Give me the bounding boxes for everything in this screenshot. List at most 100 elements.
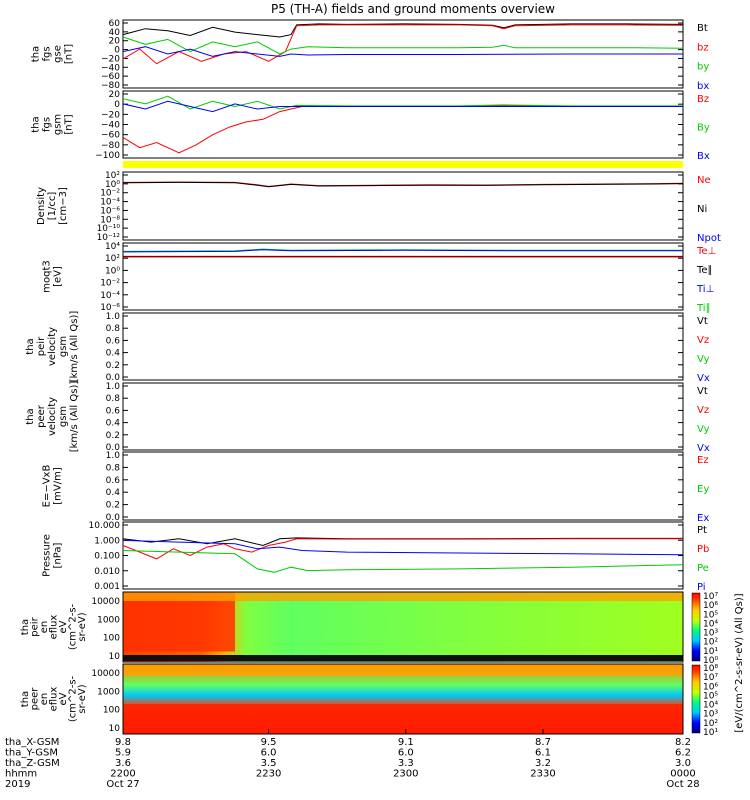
y-axis-label-line: E=−VxB: [42, 465, 53, 508]
y-tick-label: 10⁴: [105, 242, 120, 252]
series-line-By: [122, 95, 683, 110]
y-tick-label: 10000: [91, 669, 120, 679]
y-tick-label: 10⁻¹⁰: [97, 224, 121, 234]
x-axis-value: 3.5: [261, 758, 277, 769]
y-tick-label: −80: [101, 141, 120, 151]
y-tick-label: 0.6: [106, 336, 121, 346]
y-tick-label: 100: [103, 634, 120, 644]
x-axis-value: 9.8: [115, 737, 131, 748]
y-axis-label-line: tha: [25, 338, 36, 354]
status-bar: [123, 161, 683, 168]
y-tick-label: −20: [101, 54, 120, 64]
series-line-Pi: [122, 539, 684, 556]
y-tick-label: −100: [95, 151, 120, 161]
y-tick-label: 20: [109, 37, 121, 47]
y-tick-label: 0.2: [106, 431, 120, 441]
legend-entry: Te⊥: [696, 246, 716, 257]
x-axis-value: 2300: [393, 769, 418, 780]
y-tick-label: 1.0: [106, 451, 121, 461]
y-axis-label-line: eflux: [49, 615, 60, 640]
y-tick-label: 10.000: [89, 521, 121, 531]
spectrogram-frame: [122, 591, 684, 663]
y-tick-label: 0.0: [106, 373, 121, 383]
colorbar-label-text: [eV/(cm^2-s-sr-eV) (All Qs)]: [734, 593, 745, 732]
y-tick-label: 10²: [105, 254, 120, 264]
legend-entry: Ne: [697, 175, 711, 186]
y-tick-label: 0.0: [106, 443, 121, 453]
legend-entry: Ti⊥: [696, 284, 714, 295]
y-tick-label: 40: [109, 28, 121, 38]
chart-title: P5 (TH-A) fields and ground moments over…: [271, 2, 555, 16]
legend-entry: by: [697, 62, 709, 73]
x-axis-value: Oct 28: [666, 779, 699, 790]
legend-entry: Bt: [697, 23, 708, 34]
legend-entry: Vz: [697, 405, 709, 416]
colorbar-tick-label: 10⁶: [703, 682, 718, 692]
x-axis-value: 8.2: [675, 737, 691, 748]
y-tick-label: 0.001: [94, 582, 120, 592]
y-axis-label-line: peir: [30, 616, 41, 636]
legend-entry: Vt: [697, 386, 708, 397]
series-line-Ni: [122, 181, 684, 188]
y-axis-label-line: tha: [25, 408, 36, 424]
y-axis-label-line: sr-eV): [77, 684, 88, 713]
series-line-bz: [122, 24, 684, 65]
colorbar-tick-label: 10⁷: [703, 673, 718, 683]
legend-entry: Te∥: [696, 265, 713, 276]
y-axis-label-line: fgs: [42, 117, 53, 132]
legend-entry: Ti∥: [696, 303, 711, 314]
y-tick-label: 0.4: [106, 349, 121, 359]
y-tick-label: −40: [101, 63, 120, 73]
panel-frame: [122, 312, 684, 381]
y-tick-label: −60: [101, 131, 120, 141]
legend-entry: bx: [697, 81, 709, 92]
y-tick-label: 0.100: [94, 552, 120, 562]
legend-entry: By: [697, 123, 710, 134]
colorbar-tick-label: 10⁶: [703, 601, 718, 611]
y-axis-label-line: gsm: [58, 406, 69, 427]
y-tick-label: 10⁻²: [100, 279, 120, 289]
y-tick-label: 60: [109, 19, 121, 29]
legend-entry: Bx: [697, 151, 710, 162]
y-tick-label: −20: [101, 110, 120, 120]
x-axis-value: 6.0: [261, 748, 277, 759]
colorbar-tick-label: 10³: [703, 710, 718, 720]
y-tick-label: 10: [109, 652, 121, 662]
legend-entry: Ex: [697, 513, 709, 524]
y-tick-label: −40: [101, 121, 120, 131]
spectrogram-noise-band: [123, 655, 683, 661]
series-line-Bt: [122, 23, 684, 38]
y-tick-label: 0.6: [106, 476, 121, 486]
series-line-Pb: [122, 538, 683, 560]
y-axis-label-line: [eV]: [53, 266, 64, 287]
y-axis-label-line: [nPa]: [53, 542, 64, 568]
legend-entry: Pt: [697, 525, 707, 536]
y-tick-label: 0.8: [106, 394, 121, 404]
y-axis-label-line: tha: [31, 116, 42, 132]
x-axis-value: 8.7: [535, 737, 551, 748]
panel-fgs-gsm: 200−20−40−60−80−100 tha fgs gsm [nT] Bz By Bx: [31, 90, 710, 162]
x-axis-row-label: tha_X-GSM: [5, 737, 59, 748]
colorbar-tick-label: 10⁴: [703, 701, 718, 711]
spectrogram-low-band: [123, 704, 683, 734]
y-tick-label: 0.4: [106, 488, 121, 498]
series-line-by: [122, 36, 684, 55]
x-axis-value: 3.2: [535, 758, 551, 769]
y-axis-label-line: tha: [20, 691, 31, 707]
legend-entry: Vy: [697, 424, 710, 435]
y-tick-label: 0.2: [106, 361, 120, 371]
y-axis-label-line: eV: [58, 692, 69, 705]
colorbar-tick-label: 10²: [703, 719, 718, 729]
y-axis-label-line: peer: [36, 404, 47, 428]
y-tick-label: 0.6: [106, 406, 121, 416]
y-axis-label-line: en: [39, 621, 50, 634]
colorbar-tick-label: 10⁵: [703, 691, 718, 701]
legend-entry: Ez: [697, 455, 709, 466]
colorbar-tick-label: 10⁵: [703, 610, 718, 620]
panel-frame: [122, 90, 684, 159]
x-axis-value: 9.5: [261, 737, 277, 748]
panel-frame: [122, 521, 684, 590]
spectrogram-top-band: [123, 592, 683, 601]
y-tick-label: 0: [114, 46, 120, 56]
